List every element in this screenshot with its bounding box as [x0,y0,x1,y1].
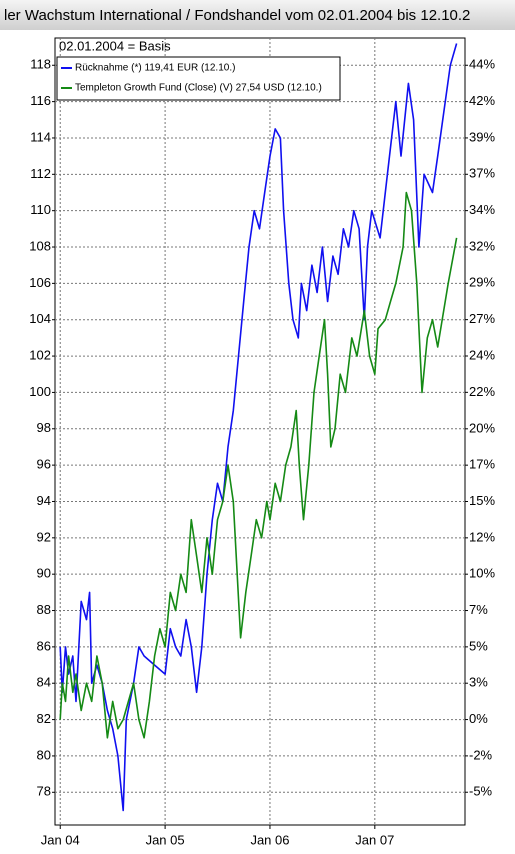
y-tick-label: 104 [29,311,51,326]
chart-title: ler Wachstum International / Fondshandel… [4,7,470,24]
y2-tick-label: 32% [469,238,495,253]
y2-tick-label: 7% [469,602,488,617]
x-tick-label: Jan 04 [41,832,80,847]
y-tick-label: 90 [37,566,51,581]
y-tick-label: 100 [29,384,51,399]
y-tick-label: 112 [30,166,51,181]
y-tick-label: 98 [37,420,51,435]
y-tick-label: 114 [30,129,51,144]
legend-box [56,56,341,101]
y-tick-label: 94 [37,493,51,508]
y-tick-label: 80 [37,747,51,762]
y-tick-label: 78 [37,784,51,799]
y-tick-label: 84 [37,675,51,690]
y-tick-label: 118 [30,57,51,72]
y2-tick-label: 39% [469,129,495,144]
legend-label: Templeton Growth Fund (Close) (V) 27,54 … [75,83,322,94]
y2-tick-label: 42% [469,93,495,108]
y2-tick-label: 10% [469,566,495,581]
y-tick-label: 88 [37,602,51,617]
y2-tick-label: 17% [469,457,495,472]
y-tick-label: 110 [30,202,51,217]
y-tick-label: 116 [30,93,51,108]
x-tick-label: Jan 06 [250,832,289,847]
y-tick-label: 82 [37,711,51,726]
series-line [59,43,458,812]
legend-subtitle: 02.01.2004 = Basis [59,38,171,53]
y-tick-label: 92 [37,529,51,544]
x-tick-label: Jan 07 [355,832,394,847]
y2-tick-label: 20% [469,420,495,435]
y2-tick-label: 37% [469,166,495,181]
y-tick-label: 106 [29,275,51,290]
y2-tick-label: 3% [469,675,488,690]
y2-tick-label: 22% [469,384,495,399]
y-tick-label: 96 [37,457,51,472]
y-tick-label: 108 [29,238,51,253]
y2-tick-label: 34% [469,202,495,217]
y-tick-label: 86 [37,638,51,653]
y2-tick-label: -5% [469,784,493,799]
y2-tick-label: 24% [469,347,495,362]
title-bar [0,0,515,30]
y2-tick-label: 0% [469,711,488,726]
y2-tick-label: 5% [469,638,488,653]
y2-tick-label: 15% [469,493,495,508]
y2-tick-label: -2% [469,747,493,762]
plot-area [54,37,466,826]
series-line [59,191,458,739]
y-tick-label: 102 [29,348,51,363]
legend-label: Rücknahme (*) 119,41 EUR (12.10.) [75,63,235,74]
y2-tick-label: 29% [469,275,495,290]
y2-tick-label: 12% [469,529,495,544]
y2-tick-label: 27% [469,311,495,326]
x-tick-label: Jan 05 [146,832,185,847]
y2-tick-label: 44% [469,57,495,72]
